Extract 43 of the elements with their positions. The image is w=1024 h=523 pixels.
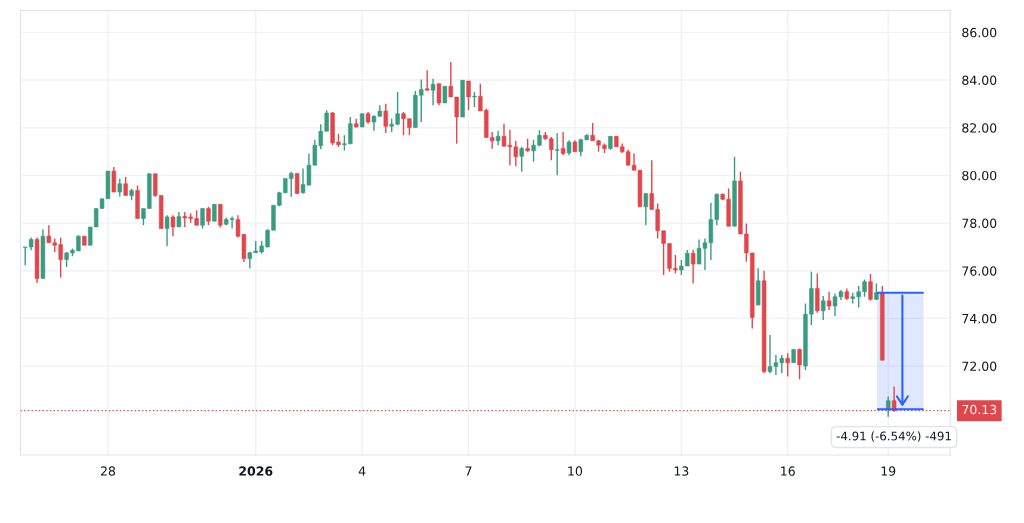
candlestick	[886, 395, 891, 418]
candlestick	[123, 176, 128, 197]
candlestick	[868, 273, 873, 302]
candlestick	[170, 214, 176, 237]
candlestick	[383, 102, 388, 134]
candlestick	[495, 130, 501, 147]
x-tick-label: 4	[358, 466, 366, 476]
candlestick	[554, 132, 560, 176]
candlestick	[820, 295, 826, 321]
x-tick-label: 2026	[239, 466, 273, 476]
candlestick	[643, 192, 649, 226]
candlestick	[826, 291, 832, 311]
candlestick	[430, 77, 436, 107]
candlestick	[218, 203, 223, 229]
y-tick-label: 72.00	[962, 361, 997, 372]
candlestick	[424, 69, 430, 92]
y-tick-label: 78.00	[962, 218, 997, 229]
x-tick-label: 28	[100, 466, 116, 476]
x-tick-label: 19	[881, 466, 896, 476]
x-tick-label: 10	[568, 466, 583, 476]
candlestick	[815, 272, 820, 314]
candlestick	[560, 131, 566, 156]
candlestick	[519, 146, 524, 173]
ref-line-label: 70.13	[962, 404, 997, 415]
y-tick-label: 82.00	[962, 123, 997, 133]
y-tick-label: 74.00	[962, 313, 997, 324]
y-tick-label: 86.00	[962, 27, 997, 38]
candlestick	[436, 82, 442, 107]
candlestick	[797, 347, 802, 380]
x-tick-label: 16	[781, 466, 795, 476]
candlestick	[466, 80, 471, 112]
x-tick-label: 7	[465, 466, 472, 476]
candlestick	[690, 249, 696, 285]
x-tick-label: 13	[674, 466, 689, 476]
y-tick-label: 84.00	[962, 75, 997, 85]
annotation: -4.91 (-6.54%) -491	[836, 431, 951, 442]
y-tick-label: 76.00	[962, 266, 997, 276]
y-tick-label: 80.00	[962, 170, 997, 181]
candlestick	[206, 206, 211, 226]
candlestick	[164, 214, 170, 247]
candlestick	[785, 352, 790, 378]
candlestick	[111, 166, 117, 193]
candlestick	[200, 207, 205, 230]
